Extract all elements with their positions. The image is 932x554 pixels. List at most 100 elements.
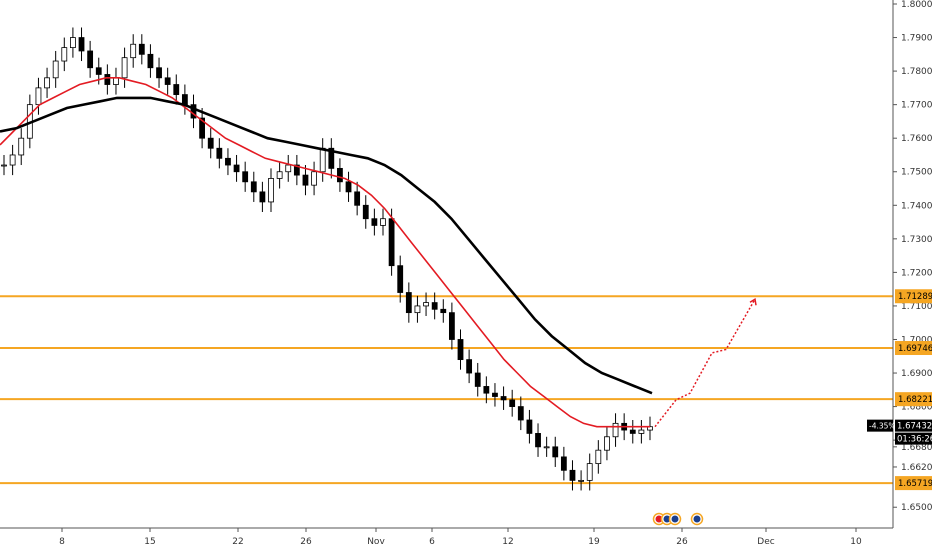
candle-body (320, 148, 325, 171)
candle-body (243, 172, 248, 182)
y-tick-label: 1.79000 (901, 34, 932, 44)
price-level-label: 1.68221 (898, 395, 932, 405)
x-tick-label: 26 (300, 537, 312, 547)
candle-body (596, 450, 601, 463)
candle-body (510, 400, 515, 407)
candle-body (286, 165, 291, 172)
candle-body (415, 306, 420, 313)
candle-body (10, 155, 15, 165)
x-tick-label: 22 (232, 537, 243, 547)
y-tick-label: 1.73000 (901, 235, 932, 245)
y-tick-label: 1.66200 (901, 463, 932, 473)
candle-body (53, 61, 58, 78)
candle-body (346, 182, 351, 192)
candle-body (475, 373, 480, 386)
y-tick-label: 1.65000 (901, 503, 932, 513)
x-tick-label: 12 (502, 537, 513, 547)
candle-body (372, 219, 377, 226)
y-tick-label: 1.74000 (901, 201, 932, 211)
candle-body (2, 165, 7, 166)
candle-body (45, 78, 50, 88)
candle-body (613, 423, 618, 436)
candle-body (96, 68, 101, 75)
y-tick-label: 1.71000 (901, 302, 932, 312)
candle-body (62, 48, 67, 61)
current-price-label: 1.67432 (897, 422, 932, 432)
y-tick-label: 1.77000 (901, 101, 932, 111)
candle-body (518, 407, 523, 420)
candle-body (449, 313, 454, 340)
x-tick-label: 19 (588, 537, 600, 547)
y-tick-label: 1.80000 (901, 0, 932, 10)
candle-body (303, 175, 308, 185)
candle-body (225, 158, 230, 165)
x-tick-label: 10 (850, 537, 862, 547)
candle-body (380, 219, 385, 226)
price-level-label: 1.65719 (898, 479, 932, 489)
price-level-label: 1.71289 (898, 292, 932, 302)
candle-body (363, 205, 368, 218)
moving-averages (0, 78, 652, 427)
projection-line (655, 299, 755, 427)
candle-body (122, 58, 127, 78)
candle-body (432, 303, 437, 310)
candle-body (139, 44, 144, 54)
candle-body (355, 192, 360, 205)
candle-body (148, 54, 153, 67)
candle-body (70, 38, 75, 48)
x-tick-label: 6 (429, 537, 435, 547)
y-tick-label: 1.72000 (901, 268, 932, 278)
candle-body (217, 148, 222, 158)
candle-body (157, 68, 162, 78)
candle-body (561, 457, 566, 470)
candle-body (630, 430, 635, 433)
candle-body (424, 303, 429, 306)
candle-body (570, 470, 575, 480)
event-markers[interactable] (654, 514, 703, 525)
candlestick-series (2, 27, 653, 490)
candle-body (36, 88, 41, 105)
price-change-label: -4.35% (869, 422, 896, 431)
countdown-label: 01:36:26 (897, 435, 932, 445)
x-tick-label: 26 (676, 537, 688, 547)
event-flag-icon[interactable] (672, 516, 679, 523)
support-resistance-levels (0, 296, 893, 483)
candle-body (165, 78, 170, 85)
candle-body (389, 219, 394, 266)
candle-body (467, 360, 472, 373)
candle-body (544, 447, 549, 448)
candle-body (251, 182, 256, 192)
x-tick-label: Dec (757, 537, 774, 547)
moving-average-red (0, 78, 650, 427)
candle-body (79, 38, 84, 51)
candle-body (277, 172, 282, 179)
candle-body (19, 138, 24, 155)
x-tick-label: 15 (144, 537, 155, 547)
candle-body (536, 433, 541, 446)
y-tick-label: 1.76000 (901, 134, 932, 144)
y-tick-label: 1.69000 (901, 369, 932, 379)
y-tick-label: 1.75000 (901, 168, 932, 178)
candle-body (208, 138, 213, 148)
candle-body (501, 397, 506, 400)
candle-body (105, 74, 110, 84)
candle-body (579, 480, 584, 481)
candle-body (88, 51, 93, 68)
projection-path (655, 299, 756, 427)
price-level-label: 1.69746 (898, 344, 932, 354)
candle-body (174, 85, 179, 95)
candle-body (492, 393, 497, 396)
event-flag-icon[interactable] (694, 516, 701, 523)
candle-body (639, 430, 644, 433)
candle-body (406, 293, 411, 313)
candle-body (587, 464, 592, 481)
candle-body (312, 172, 317, 185)
x-tick-label: Nov (367, 537, 385, 547)
candle-body (604, 437, 609, 450)
candle-body (131, 44, 136, 57)
candle-body (553, 447, 558, 457)
candle-body (260, 192, 265, 202)
